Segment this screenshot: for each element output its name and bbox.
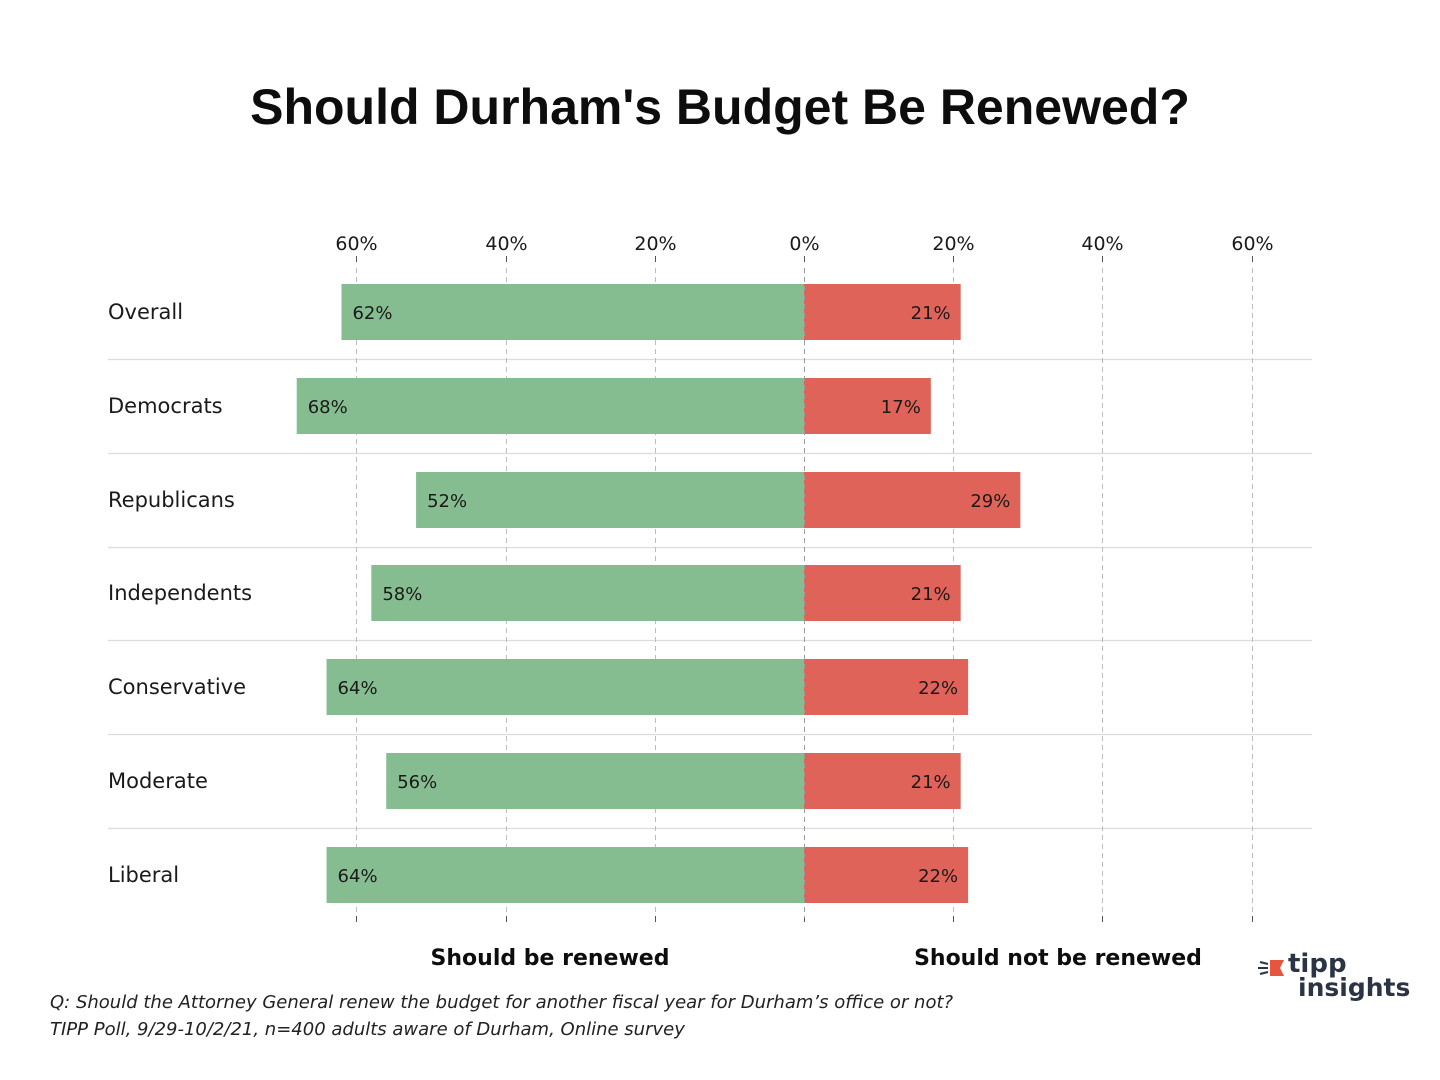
value-label-not-renewed: 21%: [911, 772, 951, 793]
category-label: Independents: [108, 581, 252, 605]
x-tick-label: 60%: [1231, 233, 1273, 255]
x-tick-label: 20%: [634, 233, 676, 255]
logo-burst-icon: [1258, 960, 1284, 976]
bar-should-not-be-renewed: [804, 753, 961, 809]
bar-should-be-renewed: [386, 753, 804, 809]
bar-should-be-renewed: [341, 284, 804, 340]
bar-should-not-be-renewed: [804, 378, 931, 434]
axis-title-left: Should be renewed: [431, 946, 670, 971]
bar-should-not-be-renewed: [804, 472, 1021, 528]
bar-should-be-renewed: [296, 378, 804, 434]
value-label-not-renewed: 21%: [911, 584, 951, 605]
value-label-not-renewed: 22%: [918, 866, 958, 887]
logo-word-tipp: tipp: [1288, 949, 1347, 979]
x-tick-label: 40%: [1081, 233, 1123, 255]
value-label-not-renewed: 21%: [911, 303, 951, 324]
bar-should-not-be-renewed: [804, 565, 961, 621]
category-label: Liberal: [108, 863, 179, 887]
bar-should-be-renewed: [326, 847, 804, 903]
bar-should-be-renewed: [371, 565, 804, 621]
page-title: Should Durham's Budget Be Renewed?: [250, 79, 1190, 135]
x-tick-label: 20%: [932, 233, 974, 255]
x-tick-label: 60%: [335, 233, 377, 255]
value-label-renewed: 64%: [338, 678, 378, 699]
value-label-renewed: 52%: [427, 491, 467, 512]
bar-should-not-be-renewed: [804, 847, 969, 903]
value-label-not-renewed: 29%: [970, 491, 1010, 512]
value-label-not-renewed: 17%: [881, 397, 921, 418]
bar-should-not-be-renewed: [804, 659, 969, 715]
bar-should-be-renewed: [416, 472, 804, 528]
category-label: Conservative: [108, 675, 246, 699]
tipp-insights-logo: tipp insights: [1258, 948, 1411, 1004]
category-label: Moderate: [108, 769, 208, 793]
value-label-renewed: 68%: [308, 397, 348, 418]
x-tick-label: 40%: [485, 233, 527, 255]
bar-should-be-renewed: [326, 659, 804, 715]
value-label-not-renewed: 22%: [918, 678, 958, 699]
value-label-renewed: 58%: [382, 584, 422, 605]
category-label: Republicans: [108, 488, 235, 512]
value-label-renewed: 62%: [352, 303, 392, 324]
x-tick-label: 0%: [789, 233, 819, 255]
category-label: Overall: [108, 300, 183, 324]
logo-word-insights: insights: [1298, 973, 1411, 1002]
value-label-renewed: 64%: [338, 866, 378, 887]
value-label-renewed: 56%: [397, 772, 437, 793]
axis-title-right: Should not be renewed: [914, 946, 1202, 971]
category-label: Democrats: [108, 394, 223, 418]
bar-should-not-be-renewed: [804, 284, 961, 340]
question-footnote: Q: Should the Attorney General renew the…: [50, 992, 954, 1013]
source-footnote: TIPP Poll, 9/29-10/2/21, n=400 adults aw…: [50, 1019, 685, 1040]
